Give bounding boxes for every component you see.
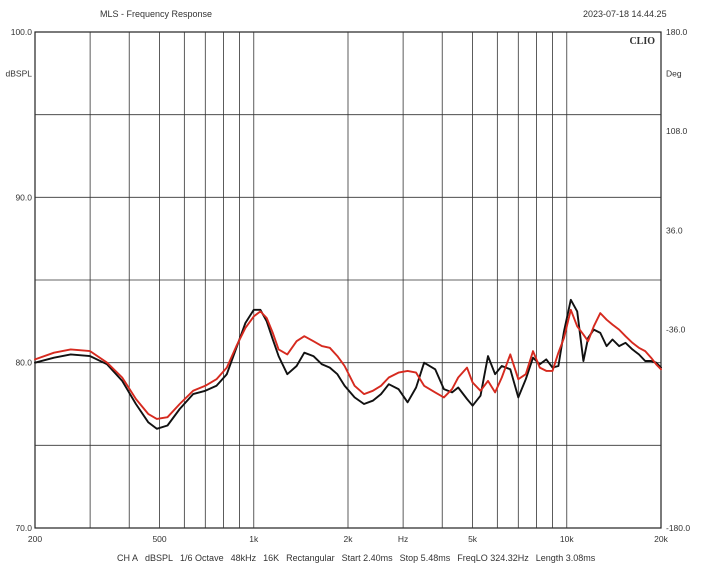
tick-labels: 100.0 90.0 80.0 70.0 dBSPL 180.0 108.0 36.0 -36.… [6,27,691,544]
grid [35,32,661,528]
y2-axis-label: Deg [666,68,682,78]
y-tick-label: 100.0 [11,27,33,37]
y-axis-label: dBSPL [6,68,33,78]
y2-tick-label: 180.0 [666,27,688,37]
y-tick-label: 80.0 [15,358,32,368]
footer-item: dBSPL [145,553,174,563]
status-footer: CH A dBSPL 1/6 Octave 48kHz 16K Rectangular St… [117,553,602,563]
window-title: MLS - Frequency Response [100,9,213,19]
brand-logo: CLIO [629,36,655,47]
x-tick-label: 5k [468,534,478,544]
footer-item: 16K [263,553,280,563]
curves [34,298,662,430]
y2-tick-label: -180.0 [666,523,690,533]
x-tick-label: 2k [344,534,354,544]
x-tick-label: 20k [654,534,668,544]
timestamp: 2023-07-18 14.44.25 [583,9,667,19]
x-tick-label: 200 [28,534,42,544]
footer-item: 48kHz [230,553,257,563]
x-tick-label: 10k [560,534,574,544]
series-line-2 [34,308,662,420]
x-axis-label: Hz [398,534,408,544]
footer-item: Start 2.40ms [341,553,393,563]
y2-tick-label: -36.0 [666,325,686,335]
footer-item: CH A [117,553,139,563]
footer-item: Rectangular [286,553,335,563]
y2-tick-label: 108.0 [666,126,688,136]
footer-item: Length 3.08ms [535,553,596,563]
x-tick-label: 1k [249,534,259,544]
y-tick-label: 90.0 [15,192,32,202]
footer-item: 1/6 Octave [180,553,224,563]
x-tick-label: 500 [152,534,166,544]
footer-item: FreqLO 324.32Hz [457,553,529,563]
footer-item: Stop 5.48ms [399,553,451,563]
y2-tick-label: 36.0 [666,225,683,235]
y-tick-label: 70.0 [15,523,32,533]
series-line-1 [34,298,662,430]
